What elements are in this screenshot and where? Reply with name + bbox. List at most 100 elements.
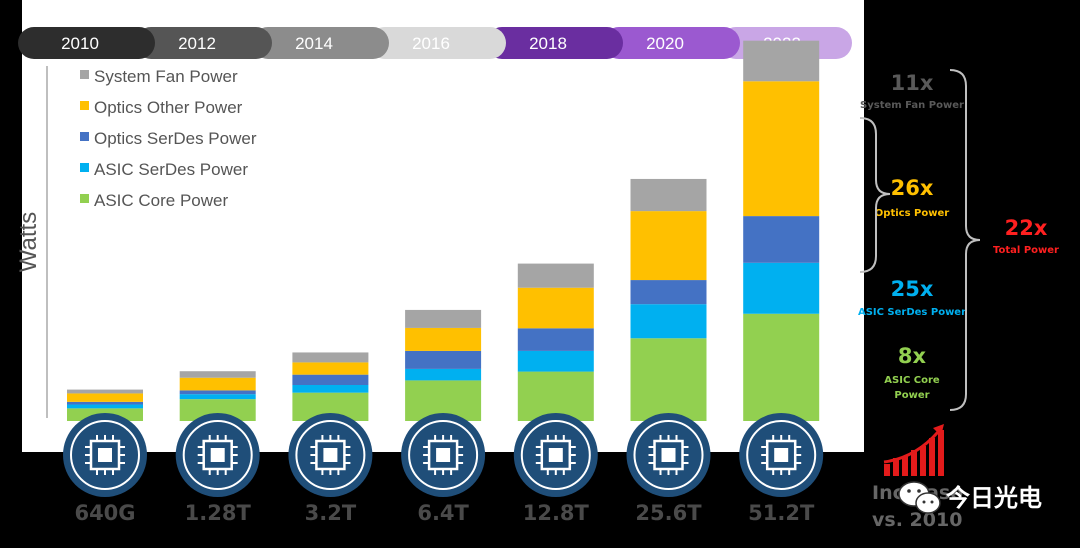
bar-segment bbox=[743, 216, 820, 263]
bar-segment bbox=[630, 211, 707, 281]
growth-factor-value: 25x bbox=[891, 277, 934, 301]
growth-arrow-head bbox=[933, 424, 944, 436]
increase-label-line2: vs. 2010 bbox=[872, 509, 962, 531]
bar-segment bbox=[405, 368, 482, 381]
bar-segment bbox=[630, 178, 707, 212]
chip-badges bbox=[63, 413, 824, 497]
bar-segment bbox=[179, 371, 256, 378]
chip-icon bbox=[513, 413, 598, 497]
bar-segment bbox=[517, 287, 594, 329]
growth-factor-value: 22x bbox=[1005, 216, 1048, 240]
bar-segment bbox=[67, 389, 143, 394]
category-label: 25.6T bbox=[635, 501, 702, 525]
growth-annotations: 11x System Fan Power 26x Optics Power 25x ASI… bbox=[858, 69, 1059, 411]
timeline-segment bbox=[369, 27, 506, 59]
chip-icon bbox=[175, 413, 260, 497]
footer: Increase vs. 2010 今日光电 bbox=[872, 424, 1042, 531]
legend-entry: Optics SerDes Power bbox=[94, 129, 257, 148]
growth-factor-value: 26x bbox=[891, 176, 934, 200]
optics-bracket bbox=[859, 117, 891, 273]
category-label: 3.2T bbox=[305, 501, 357, 525]
bar-segment bbox=[67, 401, 143, 405]
legend-swatch bbox=[80, 70, 89, 79]
category-label: 6.4T bbox=[417, 501, 469, 525]
category-label: 1.28T bbox=[185, 501, 252, 525]
bar-segment bbox=[179, 377, 256, 391]
growth-bars-icon bbox=[883, 424, 944, 476]
legend-entry: System Fan Power bbox=[94, 67, 238, 86]
growth-factor-value: 11x bbox=[891, 71, 934, 95]
timeline-segment bbox=[252, 27, 389, 59]
watermark-text: 今日光电 bbox=[946, 484, 1042, 512]
legend-swatch bbox=[80, 132, 89, 141]
bar-segment bbox=[743, 262, 820, 314]
bar-segment bbox=[292, 374, 369, 385]
legend-entry: ASIC SerDes Power bbox=[94, 160, 248, 179]
watermark: 今日光电 bbox=[898, 481, 1042, 514]
category-label: 12.8T bbox=[523, 501, 590, 525]
timeline-segment bbox=[135, 27, 272, 59]
growth-factor-label: ASIC Core bbox=[884, 375, 940, 386]
bar-segment bbox=[67, 393, 143, 402]
bar-segment bbox=[292, 352, 369, 363]
timeline-year-label: 2010 bbox=[61, 34, 99, 53]
growth-factor-value: 8x bbox=[898, 344, 927, 368]
bar-segment bbox=[405, 309, 482, 328]
bar-segment bbox=[517, 328, 594, 351]
bar-segment bbox=[517, 350, 594, 372]
legend: System Fan Power Optics Other Power Optics… bbox=[80, 67, 257, 210]
growth-bar bbox=[938, 430, 944, 476]
bar-segment bbox=[630, 280, 707, 305]
timeline-year-label: 2016 bbox=[412, 34, 450, 53]
category-labels: 640G 1.28T 3.2T 6.4T 12.8T 25.6T 51.2T bbox=[74, 501, 814, 525]
bar-segment bbox=[292, 384, 369, 393]
growth-arrow-line bbox=[883, 431, 940, 464]
bar-segment bbox=[743, 81, 820, 217]
timeline-segment bbox=[603, 27, 740, 59]
bar-segment bbox=[517, 371, 594, 421]
bar-segment bbox=[179, 394, 256, 400]
chip-icon bbox=[626, 413, 711, 497]
legend-entry: Optics Other Power bbox=[94, 98, 243, 117]
growth-factor-label: ASIC SerDes Power bbox=[858, 307, 966, 318]
growth-bar bbox=[929, 438, 935, 476]
axis-layer: Watts bbox=[15, 66, 48, 418]
category-label: 51.2T bbox=[748, 501, 815, 525]
growth-bar bbox=[911, 450, 917, 476]
bar-segment bbox=[743, 40, 820, 82]
chip-icon bbox=[288, 413, 373, 497]
bar-segment bbox=[630, 338, 707, 421]
growth-bar bbox=[920, 446, 926, 476]
timeline-year-label: 2014 bbox=[295, 34, 333, 53]
category-label: 640G bbox=[74, 501, 135, 525]
growth-bar bbox=[893, 458, 899, 476]
wechat-icon bbox=[898, 481, 941, 514]
growth-factor-label: Total Power bbox=[993, 245, 1059, 256]
bar-segment bbox=[743, 313, 820, 421]
chip-icon bbox=[63, 413, 147, 497]
bars-layer bbox=[67, 40, 820, 421]
bar-segment bbox=[179, 390, 256, 395]
timeline-year-label: 2012 bbox=[178, 34, 216, 53]
year-timeline: 2010201220142016201820202022 bbox=[18, 27, 852, 59]
y-axis-label: Watts bbox=[15, 212, 42, 272]
legend-swatch bbox=[80, 194, 89, 203]
bar-segment bbox=[630, 304, 707, 339]
timeline-segment bbox=[18, 27, 155, 59]
timeline-segment bbox=[486, 27, 623, 59]
chip-icon bbox=[739, 413, 824, 497]
growth-factor-label: System Fan Power bbox=[860, 100, 964, 111]
legend-entry: ASIC Core Power bbox=[94, 191, 228, 210]
total-bracket bbox=[949, 69, 981, 411]
bar-segment bbox=[179, 399, 256, 421]
growth-bar bbox=[884, 464, 890, 476]
legend-swatch bbox=[80, 101, 89, 110]
bar-segment bbox=[405, 350, 482, 369]
growth-bar bbox=[902, 456, 908, 476]
chip-icon bbox=[401, 413, 486, 497]
growth-factor-label: Optics Power bbox=[875, 208, 949, 219]
bar-segment bbox=[517, 263, 594, 288]
bar-segment bbox=[405, 327, 482, 351]
growth-factor-label: Power bbox=[894, 390, 929, 401]
